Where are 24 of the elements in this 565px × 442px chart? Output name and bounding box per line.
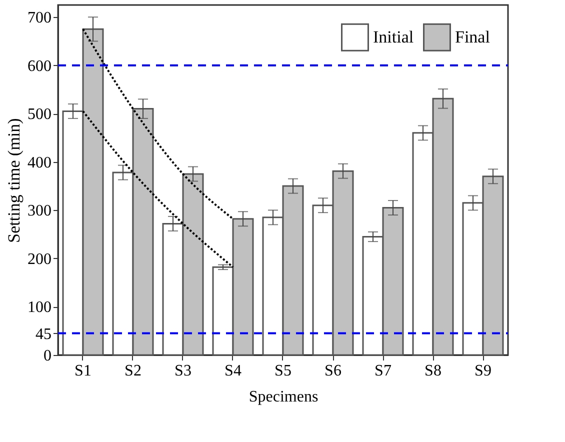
y-tick-label: 45 xyxy=(36,326,52,343)
line-series xyxy=(82,110,234,268)
x-tick-label: S2 xyxy=(124,362,142,380)
x-tick-label: S8 xyxy=(424,362,442,380)
y-tick-label: 0 xyxy=(44,348,52,364)
y-tick-label: 500 xyxy=(28,106,52,124)
x-tick-label: S9 xyxy=(474,362,492,380)
y-tick-label: 600 xyxy=(28,58,52,75)
x-tick-label: S4 xyxy=(224,362,242,380)
y-tick-label: 200 xyxy=(28,250,52,268)
x-axis-title: Specimens xyxy=(248,388,318,406)
line-series xyxy=(82,28,234,220)
y-axis-title: Setting time (min) xyxy=(4,118,24,243)
x-tick-label: S3 xyxy=(174,362,192,380)
y-tick-label: 400 xyxy=(28,154,52,172)
y-tick-label: 300 xyxy=(28,202,52,220)
x-tick-label: S7 xyxy=(374,362,392,380)
x-tick-label: S5 xyxy=(274,362,292,380)
x-tick-label: S6 xyxy=(324,362,342,380)
legend-label: Initial xyxy=(373,27,414,46)
x-tick-label: S1 xyxy=(74,362,92,380)
y-tick-label: 700 xyxy=(28,10,52,27)
legend-label: Final xyxy=(455,27,490,46)
y-tick-label: 100 xyxy=(28,299,52,316)
